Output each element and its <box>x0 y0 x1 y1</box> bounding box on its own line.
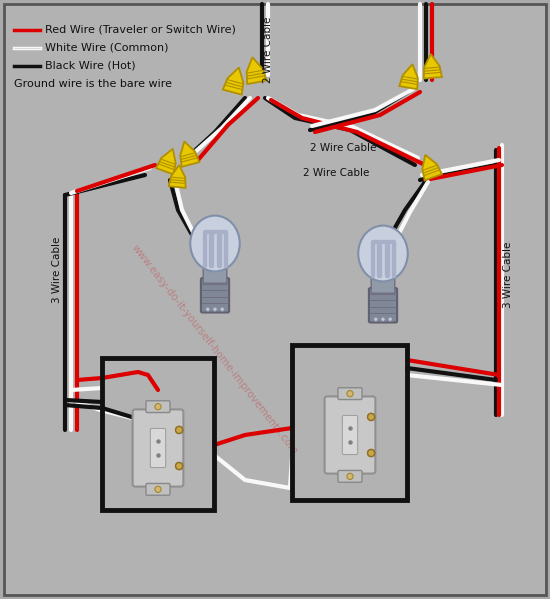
FancyBboxPatch shape <box>324 397 376 474</box>
Text: 3 Wire Cable: 3 Wire Cable <box>52 237 62 303</box>
Circle shape <box>175 462 183 470</box>
Polygon shape <box>180 141 199 167</box>
Text: 2 Wire Cable: 2 Wire Cable <box>303 168 370 178</box>
Polygon shape <box>424 54 442 78</box>
FancyBboxPatch shape <box>150 428 166 468</box>
FancyBboxPatch shape <box>201 278 229 313</box>
Circle shape <box>155 486 161 492</box>
Circle shape <box>367 413 375 420</box>
Circle shape <box>206 307 210 311</box>
Text: Ground wire is the bare wire: Ground wire is the bare wire <box>14 79 172 89</box>
Bar <box>292 345 407 500</box>
Polygon shape <box>246 58 266 84</box>
Circle shape <box>175 462 183 470</box>
Bar <box>102 358 214 510</box>
Circle shape <box>367 413 375 420</box>
Text: 2 Wire Cable: 2 Wire Cable <box>310 143 376 153</box>
FancyBboxPatch shape <box>369 288 397 322</box>
Text: 2 Wire Cable: 2 Wire Cable <box>263 17 273 83</box>
Text: www.easy-do-it-yourself-home-improvements.com: www.easy-do-it-yourself-home-improvement… <box>130 243 300 457</box>
Text: Black Wire (Hot): Black Wire (Hot) <box>45 61 136 71</box>
Polygon shape <box>399 64 418 89</box>
Ellipse shape <box>358 226 408 282</box>
Text: 3 Wire Cable: 3 Wire Cable <box>503 242 513 308</box>
Polygon shape <box>156 149 175 174</box>
Circle shape <box>213 307 217 311</box>
FancyBboxPatch shape <box>133 410 183 486</box>
Circle shape <box>175 426 183 434</box>
Circle shape <box>367 449 375 456</box>
FancyBboxPatch shape <box>203 267 227 283</box>
FancyBboxPatch shape <box>146 401 170 413</box>
Text: Red Wire (Traveler or Switch Wire): Red Wire (Traveler or Switch Wire) <box>45 25 236 35</box>
Circle shape <box>175 426 183 434</box>
Circle shape <box>373 317 378 322</box>
Polygon shape <box>422 155 442 180</box>
Text: White Wire (Common): White Wire (Common) <box>45 43 168 53</box>
FancyBboxPatch shape <box>371 277 395 293</box>
Circle shape <box>381 317 385 322</box>
FancyBboxPatch shape <box>146 483 170 495</box>
Ellipse shape <box>190 216 240 271</box>
Circle shape <box>367 449 375 456</box>
FancyBboxPatch shape <box>342 416 358 455</box>
Circle shape <box>155 404 161 410</box>
FancyBboxPatch shape <box>338 470 362 482</box>
Circle shape <box>220 307 224 311</box>
Circle shape <box>388 317 393 322</box>
Polygon shape <box>169 165 185 188</box>
Circle shape <box>347 473 353 479</box>
Circle shape <box>347 391 353 397</box>
Polygon shape <box>223 68 243 95</box>
FancyBboxPatch shape <box>338 388 362 400</box>
